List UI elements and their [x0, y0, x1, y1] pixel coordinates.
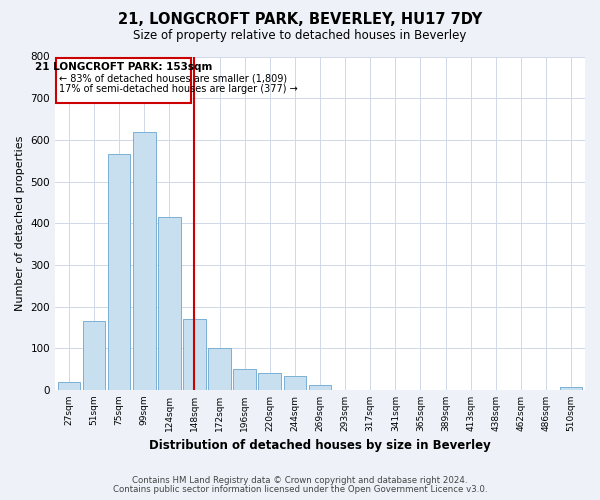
Bar [208, 348, 231, 390]
Text: 17% of semi-detached houses are larger (377) →: 17% of semi-detached houses are larger (… [59, 84, 298, 94]
Bar [284, 376, 306, 390]
FancyBboxPatch shape [56, 58, 191, 103]
Text: 21, LONGCROFT PARK, BEVERLEY, HU17 7DY: 21, LONGCROFT PARK, BEVERLEY, HU17 7DY [118, 12, 482, 28]
Bar [259, 374, 281, 390]
Bar [233, 369, 256, 390]
Bar [133, 132, 155, 390]
Bar [158, 217, 181, 390]
Bar [560, 386, 583, 390]
Bar [83, 321, 105, 390]
Bar [58, 382, 80, 390]
Text: Contains public sector information licensed under the Open Government Licence v3: Contains public sector information licen… [113, 485, 487, 494]
Text: Size of property relative to detached houses in Beverley: Size of property relative to detached ho… [133, 29, 467, 42]
Text: 21 LONGCROFT PARK: 153sqm: 21 LONGCROFT PARK: 153sqm [35, 62, 212, 72]
Text: ← 83% of detached houses are smaller (1,809): ← 83% of detached houses are smaller (1,… [59, 73, 287, 83]
Y-axis label: Number of detached properties: Number of detached properties [15, 136, 25, 311]
Text: Contains HM Land Registry data © Crown copyright and database right 2024.: Contains HM Land Registry data © Crown c… [132, 476, 468, 485]
Bar [183, 319, 206, 390]
X-axis label: Distribution of detached houses by size in Beverley: Distribution of detached houses by size … [149, 440, 491, 452]
Bar [309, 385, 331, 390]
Bar [108, 154, 130, 390]
